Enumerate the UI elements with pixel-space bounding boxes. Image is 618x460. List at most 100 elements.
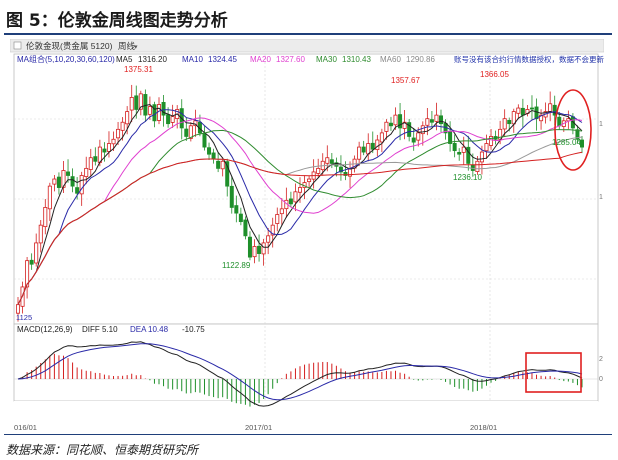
right-axis-ticks: 1 1 2 0 <box>599 121 603 383</box>
candle-body <box>38 224 43 244</box>
candle-body <box>247 236 252 258</box>
candle-body <box>384 121 389 132</box>
macd-panel <box>13 323 599 402</box>
candle-body <box>307 178 312 183</box>
candle-body <box>575 129 580 140</box>
annotation-high-2: 1357.67 <box>391 76 420 85</box>
period-dropdown-icon[interactable]: ▾ <box>134 44 138 51</box>
macd-diff-value: 5.10 <box>102 325 118 334</box>
candle-body <box>252 246 257 258</box>
legend-ma20-label: MA20 <box>250 55 271 64</box>
svg-text:1: 1 <box>599 121 603 128</box>
candle-body <box>516 107 521 114</box>
candle-body <box>438 115 443 125</box>
x-tick-2: 2017/01 <box>245 423 272 431</box>
candle-body <box>270 224 275 236</box>
candle-body <box>520 107 525 116</box>
candle-body <box>411 137 416 143</box>
candle-body <box>475 160 480 172</box>
legend-ma30-label: MA30 <box>316 55 337 64</box>
candle-body <box>184 128 189 137</box>
candle-body <box>207 147 212 155</box>
candle-body <box>79 175 84 195</box>
candle-body <box>261 242 266 255</box>
candle-body <box>279 208 284 215</box>
candle-body <box>370 142 375 150</box>
candle-body <box>147 106 152 115</box>
candle-body <box>498 128 503 140</box>
macd-legend: MACD(12,26,9) DIFF 5.10 DEA 10.48 -10.75 <box>17 325 205 334</box>
candle-body <box>52 178 57 185</box>
highlight-box <box>525 352 582 393</box>
legend-ma10-value: 1324.45 <box>208 55 237 64</box>
title-rule <box>4 33 612 35</box>
candle-body <box>229 185 234 208</box>
legend-ma20-value: 1327.60 <box>276 55 305 64</box>
candle-body <box>84 167 89 177</box>
legend-ma5-label: MA5 <box>116 55 133 64</box>
macd-diff-line <box>17 341 583 407</box>
candle-body <box>25 260 30 288</box>
annotation-last: 1285.04 <box>552 138 581 147</box>
ma5-line <box>17 103 583 305</box>
candle-body <box>393 114 398 126</box>
legend-ma10-label: MA10 <box>182 55 203 64</box>
candle-body <box>116 128 121 139</box>
figure-title: 图 5：伦敦金周线图走势分析 <box>6 11 228 31</box>
candle-body <box>129 96 134 111</box>
candle-body <box>188 125 193 139</box>
candle-body <box>416 132 421 141</box>
candle-body <box>361 146 366 153</box>
weekly-chart: 伦敦金现(贵金属 5120) 周线 ▾ MA组合(5,10,20,30,60,1… <box>9 38 604 432</box>
price-annotations: 1375.31 1122.89 1357.67 1236.10 1366.05 … <box>16 65 581 322</box>
candle-body <box>138 93 143 110</box>
ma-legend: MA组合(5,10,20,30,60,120) MA5 1316.20 MA10… <box>17 54 604 64</box>
candle-body <box>111 138 116 145</box>
candle-body <box>170 116 175 123</box>
candle-body <box>161 102 166 116</box>
candle-body <box>466 146 471 164</box>
candle-body <box>56 176 61 188</box>
candle-body <box>106 143 111 152</box>
candle-body <box>225 161 230 187</box>
legend-ma60-label: MA60 <box>380 55 401 64</box>
candle-body <box>288 198 293 205</box>
candle-body <box>343 171 348 176</box>
ma20-line <box>17 117 583 305</box>
ma10-line <box>17 109 583 305</box>
candle-body <box>539 114 544 122</box>
candle-body <box>479 151 484 163</box>
highlight-ellipse <box>554 89 592 171</box>
candle-body <box>29 259 34 265</box>
candle-body <box>193 120 198 127</box>
legend-ma5-value: 1316.20 <box>138 55 167 64</box>
candle-body <box>166 114 171 125</box>
svg-text:0: 0 <box>599 376 603 383</box>
data-notice: 账号没有该合约行情数据授权，数据不会更新 <box>454 54 604 64</box>
candle-body <box>552 104 557 116</box>
candle-body <box>211 152 216 160</box>
candle-body <box>134 95 139 110</box>
instrument-label[interactable]: 伦敦金现(贵金属 5120) <box>26 41 113 51</box>
period-label[interactable]: 周线 <box>118 41 136 51</box>
candle-body <box>429 119 434 123</box>
candle-body <box>16 304 21 314</box>
svg-text:1: 1 <box>599 194 603 201</box>
candle-body <box>507 120 512 125</box>
candle-body <box>452 143 457 152</box>
candle-body <box>375 139 380 151</box>
x-axis: 016/01 2017/01 2018/01 <box>14 423 497 432</box>
menu-icon[interactable] <box>13 41 22 50</box>
candle-body <box>220 160 225 170</box>
chart-area[interactable]: 伦敦金现(贵金属 5120) 周线 ▾ MA组合(5,10,20,30,60,1… <box>9 38 604 432</box>
candle-body <box>557 116 562 127</box>
macd-indicator <box>17 341 583 407</box>
candle-body <box>202 133 207 148</box>
candle-body <box>70 176 75 187</box>
candle-body <box>43 207 48 228</box>
grid-lines <box>14 54 598 401</box>
candle-body <box>66 171 71 176</box>
candle-body <box>502 118 507 130</box>
candle-body <box>329 159 334 164</box>
candle-body <box>125 111 130 125</box>
